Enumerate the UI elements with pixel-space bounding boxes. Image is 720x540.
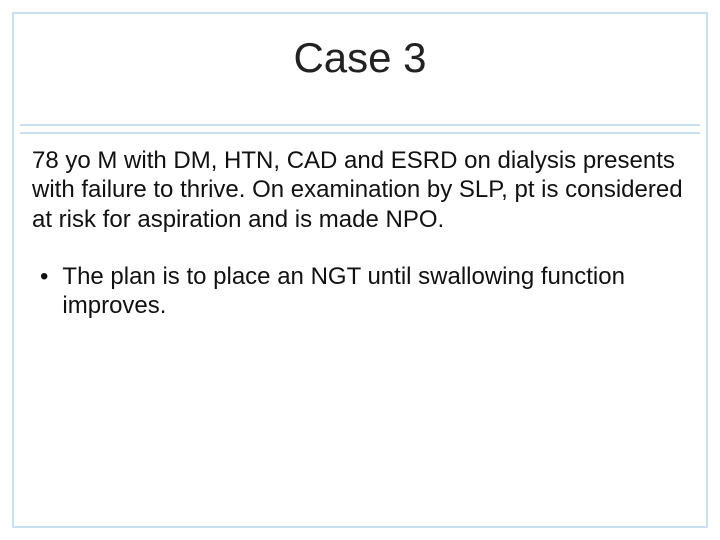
bullet-text: The plan is to place an NGT until swallo… xyxy=(62,262,688,321)
slide-outer-frame: Case 3 78 yo M with DM, HTN, CAD and ESR… xyxy=(0,0,720,540)
title-region: Case 3 xyxy=(14,22,706,122)
body-region: 78 yo M with DM, HTN, CAD and ESRD on di… xyxy=(32,146,688,320)
bullet-item: • The plan is to place an NGT until swal… xyxy=(32,262,688,321)
slide-inner-frame: Case 3 78 yo M with DM, HTN, CAD and ESR… xyxy=(12,12,708,528)
case-paragraph: 78 yo M with DM, HTN, CAD and ESRD on di… xyxy=(32,146,688,234)
divider-rule-top xyxy=(20,124,700,126)
divider-rule-bottom xyxy=(20,132,700,134)
slide-title: Case 3 xyxy=(14,22,706,82)
bullet-marker-icon: • xyxy=(40,262,48,291)
